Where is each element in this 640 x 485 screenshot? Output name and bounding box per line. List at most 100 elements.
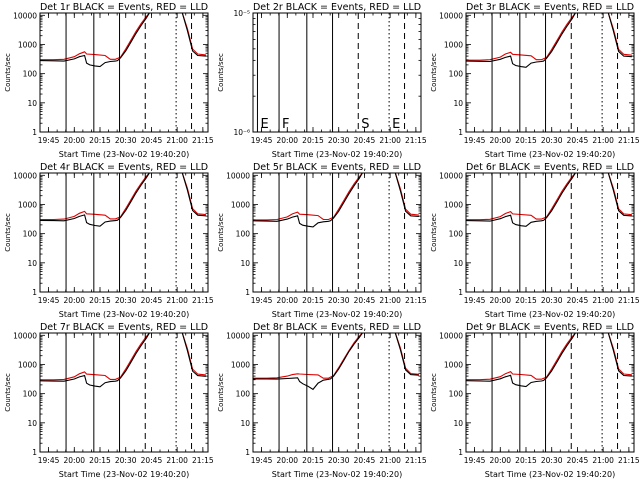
series-group bbox=[253, 333, 419, 391]
y-axis-label: Counts/sec bbox=[4, 53, 12, 92]
x-tick-label: 21:00 bbox=[379, 136, 401, 145]
y-tick-label: 10 bbox=[27, 419, 37, 428]
x-tick-label: 21:15 bbox=[618, 296, 640, 305]
x-tick-label: 21:00 bbox=[166, 296, 188, 305]
x-tick-label: 20:15 bbox=[515, 296, 537, 305]
y-axis-label: Counts/sec bbox=[4, 213, 12, 252]
x-tick-label: 20:00 bbox=[276, 456, 298, 465]
panel-title: Det 9r BLACK = Events, RED = LLD bbox=[466, 322, 634, 333]
y-tick-label: 10⁻⁶ bbox=[233, 128, 250, 137]
x-tick-label: 20:30 bbox=[115, 296, 137, 305]
plot-frame bbox=[465, 172, 635, 293]
x-axis-label: Start Time (23-Nov-02 19:40:20) bbox=[59, 310, 189, 319]
x-tick-label: 21:00 bbox=[379, 456, 401, 465]
x-tick-label: 21:15 bbox=[192, 136, 214, 145]
y-tick-label: 10 bbox=[453, 419, 463, 428]
y-tick-label: 1 bbox=[458, 128, 463, 137]
x-tick-label: 19:45 bbox=[251, 136, 273, 145]
y-tick-label: 100 bbox=[449, 70, 464, 79]
detector-panel: Det 6r BLACK = Events, RED = LLD Counts/s… bbox=[430, 162, 640, 319]
y-tick-label: 1000 bbox=[231, 200, 250, 209]
x-tick-label: 20:00 bbox=[489, 296, 511, 305]
y-tick-label: 10000 bbox=[226, 171, 250, 180]
y-tick-label: 10000 bbox=[439, 331, 463, 340]
lld-series-line bbox=[253, 333, 419, 379]
time-marker-label: E bbox=[392, 117, 400, 132]
lld-series-line bbox=[40, 13, 206, 61]
x-tick-label: 20:45 bbox=[567, 456, 589, 465]
time-marker-label: E bbox=[260, 117, 268, 132]
lld-series-line bbox=[466, 333, 632, 381]
y-axis-label: Counts/sec bbox=[430, 213, 438, 252]
events-series-line bbox=[253, 333, 419, 391]
x-axis-label: Start Time (23-Nov-02 19:40:20) bbox=[485, 150, 615, 159]
x-tick-label: 20:15 bbox=[515, 136, 537, 145]
x-axis-label: Start Time (23-Nov-02 19:40:20) bbox=[59, 150, 189, 159]
lld-series-line bbox=[466, 13, 632, 61]
detector-panel: Det 5r BLACK = Events, RED = LLD Counts/s… bbox=[217, 162, 427, 319]
y-tick-label: 1 bbox=[245, 448, 250, 457]
x-tick-label: 20:45 bbox=[141, 136, 163, 145]
y-tick-label: 1 bbox=[245, 288, 250, 297]
lld-series-line bbox=[40, 333, 206, 381]
y-tick-label: 10 bbox=[27, 99, 37, 108]
x-tick-label: 20:15 bbox=[302, 136, 324, 145]
x-tick-label: 20:30 bbox=[328, 136, 350, 145]
plot-frame bbox=[39, 172, 209, 293]
x-axis-label: Start Time (23-Nov-02 19:40:20) bbox=[272, 310, 402, 319]
x-axis-label: Start Time (23-Nov-02 19:40:20) bbox=[59, 470, 189, 479]
panel-title: Det 4r BLACK = Events, RED = LLD bbox=[40, 162, 208, 173]
detector-panel: Det 9r BLACK = Events, RED = LLD Counts/s… bbox=[430, 322, 640, 479]
detector-panel: Det 3r BLACK = Events, RED = LLD Counts/s… bbox=[430, 2, 640, 159]
x-tick-label: 19:45 bbox=[251, 296, 273, 305]
panel-title: Det 1r BLACK = Events, RED = LLD bbox=[40, 2, 208, 13]
x-tick-label: 20:30 bbox=[541, 456, 563, 465]
y-tick-label: 10000 bbox=[226, 331, 250, 340]
x-tick-label: 20:45 bbox=[354, 136, 376, 145]
y-tick-label: 10000 bbox=[439, 11, 463, 20]
x-tick-label: 19:45 bbox=[38, 456, 60, 465]
x-tick-label: 21:15 bbox=[192, 456, 214, 465]
x-tick-label: 20:15 bbox=[515, 456, 537, 465]
y-tick-label: 10000 bbox=[13, 11, 37, 20]
y-tick-label: 1 bbox=[32, 448, 37, 457]
plot-frame bbox=[252, 332, 422, 453]
y-tick-label: 1 bbox=[458, 288, 463, 297]
x-axis-label: Start Time (23-Nov-02 19:40:20) bbox=[485, 310, 615, 319]
time-marker-label: F bbox=[282, 117, 289, 132]
x-tick-label: 21:00 bbox=[379, 296, 401, 305]
panel-title: Det 6r BLACK = Events, RED = LLD bbox=[466, 162, 634, 173]
y-tick-label: 1 bbox=[458, 448, 463, 457]
events-series-line bbox=[40, 13, 206, 68]
series-group bbox=[253, 173, 419, 228]
x-tick-label: 19:45 bbox=[464, 296, 486, 305]
x-tick-label: 20:15 bbox=[89, 296, 111, 305]
series-group bbox=[466, 13, 632, 68]
x-axis-label: Start Time (23-Nov-02 19:40:20) bbox=[272, 470, 402, 479]
y-axis-label: Counts/sec bbox=[430, 53, 438, 92]
events-series-line bbox=[466, 13, 632, 68]
y-tick-label: 100 bbox=[236, 390, 251, 399]
x-tick-label: 19:45 bbox=[38, 136, 60, 145]
x-tick-label: 19:45 bbox=[251, 456, 273, 465]
x-tick-label: 21:15 bbox=[192, 296, 214, 305]
panel-title: Det 7r BLACK = Events, RED = LLD bbox=[40, 322, 208, 333]
y-axis-label: Counts/sec bbox=[217, 213, 225, 252]
x-tick-label: 20:45 bbox=[141, 296, 163, 305]
y-tick-label: 1 bbox=[32, 128, 37, 137]
x-tick-label: 20:15 bbox=[89, 456, 111, 465]
lld-series-line bbox=[466, 173, 632, 221]
y-tick-label: 1000 bbox=[231, 360, 250, 369]
x-tick-label: 19:45 bbox=[38, 296, 60, 305]
y-tick-label: 1000 bbox=[444, 200, 463, 209]
lld-series-line bbox=[253, 173, 419, 221]
x-tick-label: 19:45 bbox=[464, 456, 486, 465]
detector-panel: Det 2r BLACK = Events, RED = LLD Counts/s… bbox=[217, 2, 427, 159]
y-tick-label: 1000 bbox=[18, 200, 37, 209]
plot-frame bbox=[39, 332, 209, 453]
plot-frame bbox=[465, 332, 635, 453]
x-tick-label: 20:00 bbox=[489, 136, 511, 145]
detector-panel: Det 4r BLACK = Events, RED = LLD Counts/s… bbox=[4, 162, 214, 319]
